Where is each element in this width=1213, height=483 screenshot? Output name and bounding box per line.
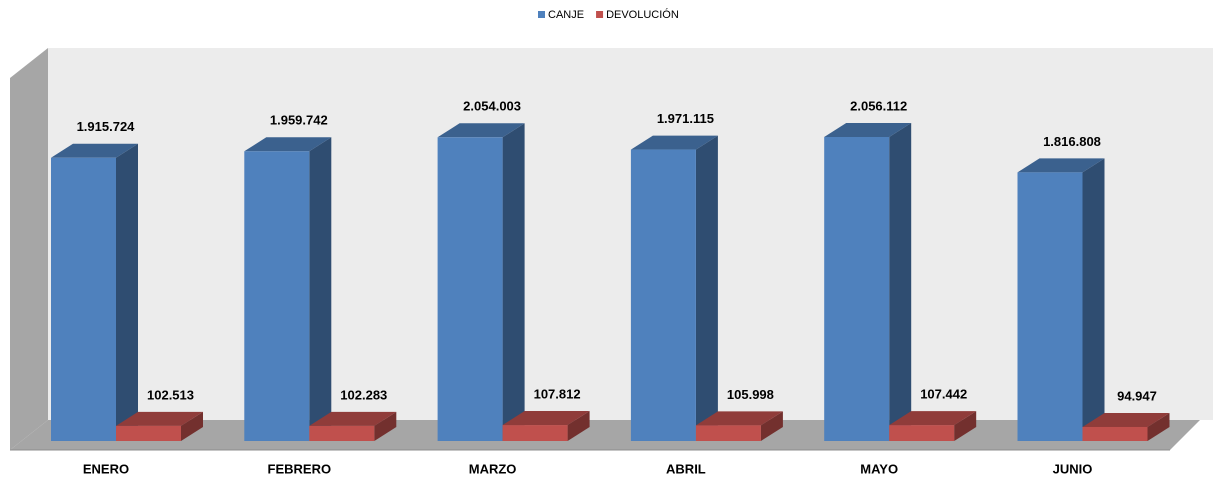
data-label: 105.998 [727,387,774,402]
bar [630,149,696,442]
bar-top [1082,412,1170,427]
bar [437,137,503,441]
data-label: 94.947 [1117,388,1157,403]
bar-side [760,411,783,441]
data-label: 1.816.808 [1043,134,1101,149]
bar [889,425,955,441]
bar-side [695,135,718,442]
data-label: 1.959.742 [270,113,328,128]
bar [116,425,181,441]
bar [244,151,310,442]
bar-top [630,135,718,150]
bar [502,425,568,441]
x-tick-label: MAYO [860,461,898,476]
bar-side [567,411,590,441]
back-wall [48,48,1213,420]
data-label: 1.971.115 [657,111,714,126]
bar-top [889,411,977,426]
bar [309,425,375,441]
bar [51,157,116,441]
bar-top [502,411,590,426]
bar-top [824,123,912,137]
bar [1017,172,1083,442]
data-label: 2.056.112 [850,98,907,113]
bar-side [309,137,332,442]
x-tick-label: MARZO [469,461,517,476]
data-label: 107.442 [920,387,967,402]
bar-side [502,123,525,441]
data-label: 1.915.724 [77,119,136,134]
legend-swatch [596,11,604,18]
bar [695,425,761,441]
x-tick-label: JUNIO [1053,461,1093,476]
bar-side [116,143,138,441]
bar-side [181,411,203,441]
bar-side [374,411,397,441]
legend-label: CANJE [548,9,584,21]
bar-side [954,411,977,441]
bar-top [116,411,203,426]
bar-top [309,411,397,426]
data-label: 102.513 [147,387,194,402]
data-label: 2.054.003 [463,99,521,114]
bar-top [437,123,525,138]
bar-top [695,411,783,426]
bar-side [1147,412,1170,441]
bar-top [244,137,332,152]
x-tick-label: FEBRERO [268,461,332,476]
bar-top [51,143,138,158]
bar [1082,426,1148,441]
bar [824,137,890,441]
data-label: 107.812 [534,386,581,401]
side-wall [10,48,48,450]
data-label: 102.283 [340,387,387,402]
x-tick-label: ABRIL [666,461,706,476]
bar-side [889,123,912,441]
x-tick-label: ENERO [83,461,129,476]
bar-side [1082,158,1105,442]
bar-top [1017,158,1105,173]
legend-label: DEVOLUCIÓN [606,8,679,21]
legend: CANJE DEVOLUCIÓN [538,8,679,21]
legend-swatch [538,11,545,18]
